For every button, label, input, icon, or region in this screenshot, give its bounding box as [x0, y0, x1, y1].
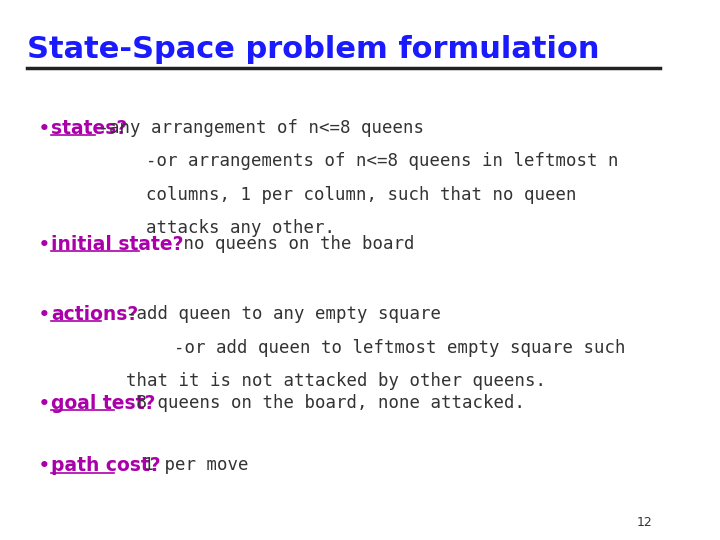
Text: that it is not attacked by other queens.: that it is not attacked by other queens.: [126, 372, 546, 390]
Text: -any arrangement of n<=8 queens: -any arrangement of n<=8 queens: [89, 119, 424, 137]
Text: goal test?: goal test?: [51, 394, 156, 413]
Text: states?: states?: [51, 119, 127, 138]
Text: path cost?: path cost?: [51, 456, 161, 475]
Text: -or arrangements of n<=8 queens in leftmost n: -or arrangements of n<=8 queens in leftm…: [146, 152, 618, 170]
Text: 8 queens on the board, none attacked.: 8 queens on the board, none attacked.: [126, 394, 525, 412]
Text: initial state?: initial state?: [51, 235, 184, 254]
Text: •: •: [37, 119, 50, 139]
Text: •: •: [37, 305, 50, 325]
Text: State-Space problem formulation: State-Space problem formulation: [27, 35, 600, 64]
Text: -add queen to any empty square: -add queen to any empty square: [105, 305, 441, 323]
Text: 1 per move: 1 per move: [132, 456, 248, 474]
Text: no queens on the board: no queens on the board: [174, 235, 415, 253]
Text: attacks any other.: attacks any other.: [146, 219, 336, 237]
Text: 12: 12: [637, 516, 653, 529]
Text: •: •: [37, 394, 50, 414]
Text: -or add queen to leftmost empty square such: -or add queen to leftmost empty square s…: [153, 339, 626, 356]
Text: •: •: [37, 235, 50, 255]
Text: actions?: actions?: [51, 305, 138, 324]
Text: columns, 1 per column, such that no queen: columns, 1 per column, such that no quee…: [146, 186, 577, 204]
Text: •: •: [37, 456, 50, 476]
